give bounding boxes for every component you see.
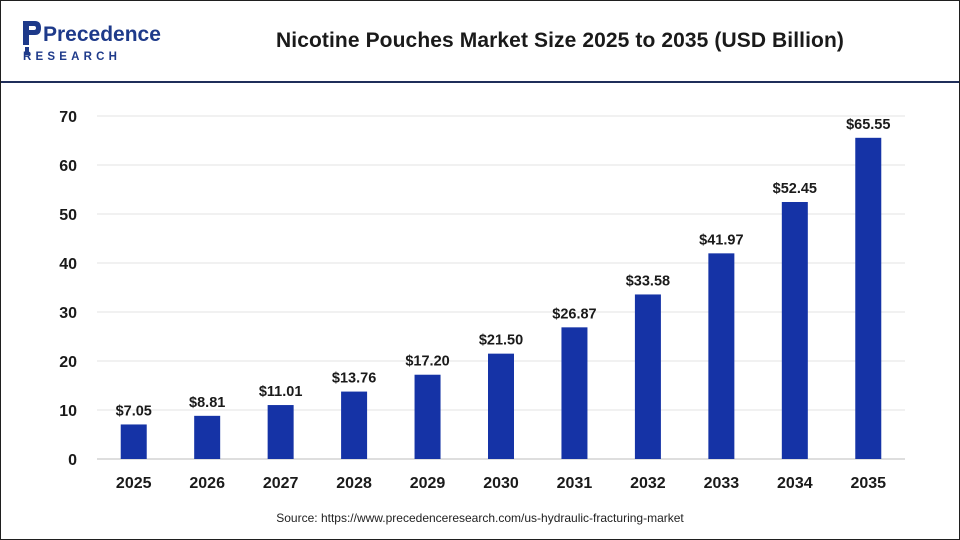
data-label: $41.97 xyxy=(699,232,743,248)
bar[interactable] xyxy=(341,391,368,459)
bar[interactable] xyxy=(120,424,147,459)
x-tick-label: 2026 xyxy=(189,475,225,492)
y-tick-label: 70 xyxy=(59,109,77,126)
logo-subtitle: RESEARCH xyxy=(23,51,121,63)
source-note: Source: https://www.precedenceresearch.c… xyxy=(276,511,684,525)
data-label: $21.50 xyxy=(479,333,523,349)
bar[interactable] xyxy=(414,374,441,459)
bar[interactable] xyxy=(708,253,735,459)
data-label: $52.45 xyxy=(773,181,817,197)
x-tick-label: 2034 xyxy=(777,475,813,492)
bar[interactable] xyxy=(781,201,808,459)
bar[interactable] xyxy=(488,353,514,459)
chart-header: Precedence RESEARCH Nicotine Pouches Mar… xyxy=(1,1,959,83)
chart-title: Nicotine Pouches Market Size 2025 to 203… xyxy=(276,29,844,52)
y-tick-label: 30 xyxy=(59,305,77,322)
bar-chart: 010203040506070$7.052025$8.812026$11.012… xyxy=(59,109,905,492)
x-tick-label: 2030 xyxy=(483,475,519,492)
bar[interactable] xyxy=(855,137,882,459)
y-tick-label: 60 xyxy=(59,158,77,175)
bar[interactable] xyxy=(634,294,661,459)
y-tick-label: 40 xyxy=(59,256,77,273)
bar[interactable] xyxy=(267,405,294,459)
y-tick-label: 50 xyxy=(59,207,77,224)
x-tick-label: 2028 xyxy=(336,475,372,492)
x-tick-label: 2032 xyxy=(630,475,666,492)
x-tick-label: 2027 xyxy=(263,475,299,492)
logo-wordmark: Precedence xyxy=(43,23,161,46)
y-tick-label: 10 xyxy=(59,403,77,420)
y-tick-label: 20 xyxy=(59,354,77,371)
data-label: $65.55 xyxy=(846,117,890,133)
x-tick-label: 2031 xyxy=(557,475,593,492)
precedence-research-logo: Precedence RESEARCH xyxy=(23,21,161,63)
y-tick-label: 0 xyxy=(68,452,77,469)
data-label: $13.76 xyxy=(332,371,376,387)
data-label: $26.87 xyxy=(552,306,596,322)
bar[interactable] xyxy=(194,415,221,459)
data-label: $17.20 xyxy=(405,354,449,370)
x-tick-label: 2025 xyxy=(116,475,152,492)
chart-area: 0 10 20 30 40 50 60 70 $7.05 2025 $8.81 2026 $11.01 2… xyxy=(1,83,959,503)
x-tick-label: 2035 xyxy=(850,475,886,492)
data-label: $11.01 xyxy=(259,384,303,400)
data-label: $33.58 xyxy=(626,273,670,289)
data-label: $7.05 xyxy=(116,403,152,419)
x-tick-label: 2029 xyxy=(410,475,446,492)
x-tick-label: 2033 xyxy=(704,475,740,492)
logo-mark xyxy=(23,21,41,55)
data-label: $8.81 xyxy=(189,395,225,411)
bar[interactable] xyxy=(561,327,588,459)
